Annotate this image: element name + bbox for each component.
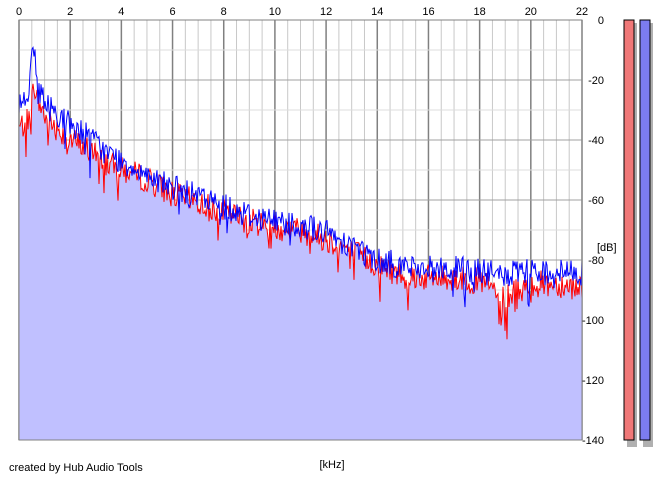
y-tick-label: -60 bbox=[588, 195, 604, 207]
level-meters bbox=[623, 19, 653, 447]
y-tick-label: -120 bbox=[582, 375, 604, 387]
x-tick-label: 12 bbox=[320, 6, 332, 18]
x-axis-label: [kHz] bbox=[319, 459, 344, 471]
y-tick-label: -140 bbox=[582, 435, 604, 447]
y-axis-label: [dB] bbox=[597, 242, 617, 254]
x-tick-labels: 0 2 4 6 8 10 12 14 16 18 20 22 bbox=[16, 6, 588, 18]
credit-text: created by Hub Audio Tools bbox=[9, 462, 143, 474]
x-tick-label: 14 bbox=[371, 6, 383, 18]
x-tick-label: 8 bbox=[221, 6, 227, 18]
plot-border bbox=[18, 19, 583, 441]
level-meter-right bbox=[639, 19, 651, 441]
x-tick-label: 4 bbox=[118, 6, 124, 18]
y-tick-label: -40 bbox=[588, 135, 604, 147]
x-tick-label: 2 bbox=[67, 6, 73, 18]
y-tick-label: -80 bbox=[588, 255, 604, 267]
y-tick-label: -20 bbox=[588, 75, 604, 87]
x-tick-label: 16 bbox=[422, 6, 434, 18]
x-tick-label: 0 bbox=[16, 6, 22, 18]
level-meter-left bbox=[623, 19, 635, 441]
y-tick-label: -100 bbox=[582, 315, 604, 327]
y-tick-labels: 0 -20 -40 -60 -80 -100 -120 -140 bbox=[582, 15, 604, 447]
series-red-line bbox=[18, 83, 583, 340]
x-tick-label: 22 bbox=[576, 6, 588, 18]
spectrum-fill bbox=[19, 83, 582, 441]
y-tick-label: 0 bbox=[598, 15, 604, 27]
x-tick-label: 6 bbox=[169, 6, 175, 18]
x-tick-label: 10 bbox=[269, 6, 281, 18]
x-tick-label: 20 bbox=[525, 6, 537, 18]
x-tick-label: 18 bbox=[474, 6, 486, 18]
series-blue-line bbox=[18, 46, 583, 308]
